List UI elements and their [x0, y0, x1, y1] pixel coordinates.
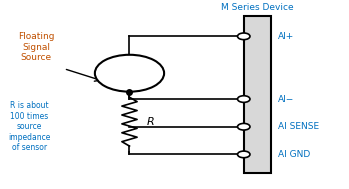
Text: AI+: AI+ [279, 32, 295, 41]
Text: M Series Device: M Series Device [221, 3, 294, 12]
Bar [244, 16, 272, 173]
Text: R: R [147, 117, 155, 127]
Circle shape [95, 55, 164, 92]
Circle shape [238, 96, 250, 102]
Text: AI−: AI− [279, 94, 295, 104]
Text: V: V [133, 67, 141, 77]
Text: AI GND: AI GND [279, 150, 311, 159]
Text: +: + [121, 60, 131, 70]
Circle shape [238, 151, 250, 158]
Circle shape [238, 33, 250, 40]
Text: −: − [121, 74, 131, 87]
Text: s: s [142, 70, 147, 80]
Circle shape [238, 123, 250, 130]
Text: Floating
Signal
Source: Floating Signal Source [18, 33, 54, 62]
Text: AI SENSE: AI SENSE [279, 122, 319, 131]
Text: R is about
100 times
source
impedance
of sensor: R is about 100 times source impedance of… [8, 101, 50, 152]
